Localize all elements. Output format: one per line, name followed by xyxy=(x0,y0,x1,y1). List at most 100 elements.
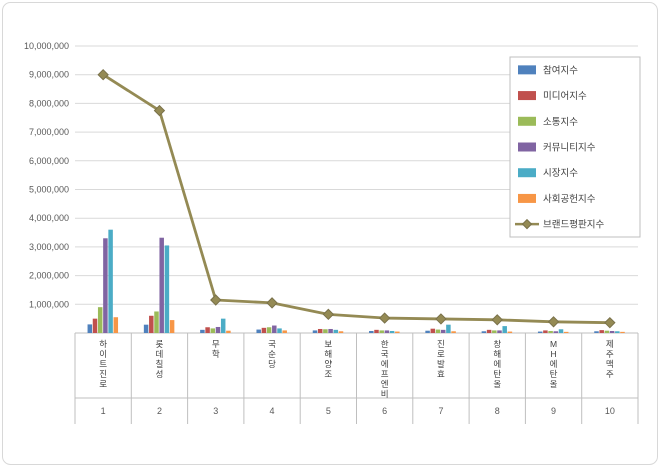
y-tick-label: 7,000,000 xyxy=(29,127,69,137)
bar xyxy=(87,324,93,333)
bar xyxy=(226,330,231,333)
category-number: 2 xyxy=(157,406,162,416)
legend-marker-1 xyxy=(518,65,536,75)
bar xyxy=(543,330,548,333)
legend-label: 커뮤니티지수 xyxy=(543,143,596,154)
bar xyxy=(389,330,395,333)
bar xyxy=(103,238,108,333)
bar xyxy=(497,330,502,333)
y-tick-label: 10,000,000 xyxy=(24,41,69,51)
line-marker xyxy=(266,297,278,309)
category-number: 9 xyxy=(551,406,556,416)
bar xyxy=(486,329,492,333)
legend-marker-5 xyxy=(518,168,536,178)
legend-label: 소통지수 xyxy=(543,117,578,128)
legend-marker-3 xyxy=(518,116,536,126)
bar xyxy=(440,329,446,333)
bar xyxy=(323,329,328,333)
bar xyxy=(384,330,390,333)
category-number: 6 xyxy=(382,406,387,416)
legend-marker-4 xyxy=(518,142,536,152)
category-number: 1 xyxy=(101,406,106,416)
bar xyxy=(169,320,175,333)
legend-label: 미디어지수 xyxy=(543,91,587,102)
line-marker xyxy=(378,312,391,324)
category-number: 5 xyxy=(326,406,331,416)
category-number: 8 xyxy=(495,406,500,416)
line-marker xyxy=(210,294,222,306)
line-marker xyxy=(153,104,166,117)
bar xyxy=(615,331,620,333)
bar xyxy=(261,327,267,333)
bar xyxy=(282,330,287,333)
bar xyxy=(609,330,615,333)
bar xyxy=(507,331,513,333)
category-number: 4 xyxy=(270,406,275,416)
bar xyxy=(369,330,374,333)
legend-label: 참여지수 xyxy=(543,64,578,76)
bar xyxy=(594,331,599,333)
bar xyxy=(446,324,451,333)
bar xyxy=(277,328,282,333)
bar xyxy=(604,330,610,333)
bar xyxy=(200,329,205,333)
bar xyxy=(481,331,487,333)
bar xyxy=(374,329,379,333)
bar xyxy=(425,330,430,333)
bar xyxy=(430,328,436,333)
bar xyxy=(312,330,318,333)
y-axis-group: 1,000,000 2,000,000 3,000,000 4,000,000 5,00… xyxy=(24,41,69,309)
bar xyxy=(333,329,339,333)
bar xyxy=(210,328,216,333)
bar xyxy=(599,330,604,333)
x-axis-group: 하 이 트 진 로 롯 데 칠 성 무 학 국 순 당 보 해 양 조 한 국 에 프 엔 비 진 로 발 효 창 해 에 탄 올 M H 에 탄 올 제 주… xyxy=(74,332,639,424)
bar xyxy=(395,331,400,333)
bar xyxy=(502,326,507,333)
bar xyxy=(266,327,272,333)
legend-marker-2 xyxy=(518,91,536,101)
bar xyxy=(435,329,441,333)
bar xyxy=(256,329,261,333)
line-marker xyxy=(435,313,447,325)
legend-label: 브랜드평판지수 xyxy=(543,220,604,231)
legend-marker-6 xyxy=(518,193,536,203)
category-number: 10 xyxy=(605,406,615,416)
line-marker xyxy=(547,316,560,328)
bar xyxy=(220,318,226,333)
bar xyxy=(328,328,333,333)
line-marker xyxy=(491,314,503,326)
y-tick-label: 4,000,000 xyxy=(29,213,69,223)
y-tick-label: 6,000,000 xyxy=(29,156,69,166)
bar xyxy=(338,331,344,333)
bar xyxy=(379,330,384,333)
line-marker xyxy=(604,316,616,329)
line-marker xyxy=(97,68,109,81)
bar xyxy=(159,237,164,333)
bar xyxy=(143,324,149,333)
reputation-line xyxy=(102,73,610,325)
bar xyxy=(113,317,119,333)
y-tick-label: 8,000,000 xyxy=(29,98,69,108)
bar xyxy=(558,329,564,333)
bar xyxy=(548,330,553,333)
bar xyxy=(215,326,221,333)
legend-diamond-marker xyxy=(521,218,533,230)
bar xyxy=(492,330,497,333)
y-tick-label: 1,000,000 xyxy=(29,299,69,309)
bars-group xyxy=(87,229,625,333)
bar xyxy=(108,229,113,333)
bar xyxy=(537,331,543,333)
bar xyxy=(205,327,210,333)
